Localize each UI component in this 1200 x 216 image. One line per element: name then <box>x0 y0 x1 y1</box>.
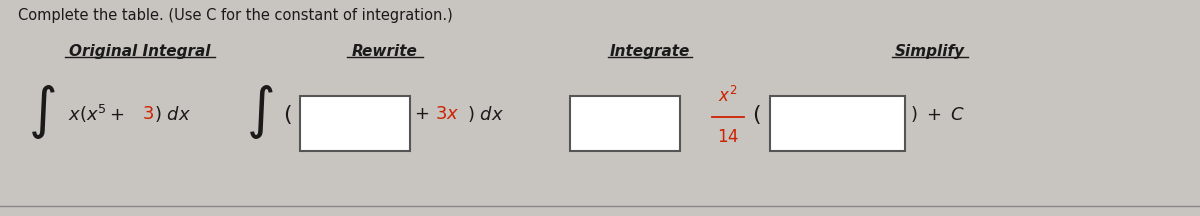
Text: Rewrite: Rewrite <box>352 44 418 59</box>
Text: $)\ dx$: $)\ dx$ <box>154 104 191 124</box>
Text: Complete the table. (Use C for the constant of integration.): Complete the table. (Use C for the const… <box>18 8 452 23</box>
Text: $\int$: $\int$ <box>246 83 274 141</box>
Text: $x^2$: $x^2$ <box>719 86 738 106</box>
Text: $)\ dx$: $)\ dx$ <box>467 104 504 124</box>
Text: $)\ +\ C$: $)\ +\ C$ <box>910 104 965 124</box>
Text: $14$: $14$ <box>716 128 739 146</box>
Text: $3$: $3$ <box>142 105 154 123</box>
Text: $($: $($ <box>752 103 761 125</box>
FancyBboxPatch shape <box>570 96 680 151</box>
Text: $($: $($ <box>283 103 292 125</box>
FancyBboxPatch shape <box>770 96 905 151</box>
Text: $+\ $: $+\ $ <box>414 105 430 123</box>
Text: Original Integral: Original Integral <box>70 44 211 59</box>
Text: Integrate: Integrate <box>610 44 690 59</box>
Text: $3x$: $3x$ <box>434 105 460 123</box>
Text: Simplify: Simplify <box>895 44 965 59</box>
Text: $x(x^5 +$: $x(x^5 +$ <box>68 103 125 125</box>
Text: $\int$: $\int$ <box>29 83 55 141</box>
FancyBboxPatch shape <box>300 96 410 151</box>
